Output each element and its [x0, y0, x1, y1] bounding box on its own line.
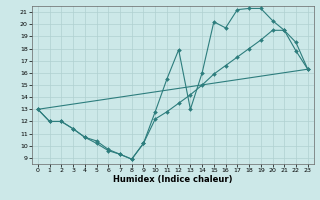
X-axis label: Humidex (Indice chaleur): Humidex (Indice chaleur)	[113, 175, 233, 184]
